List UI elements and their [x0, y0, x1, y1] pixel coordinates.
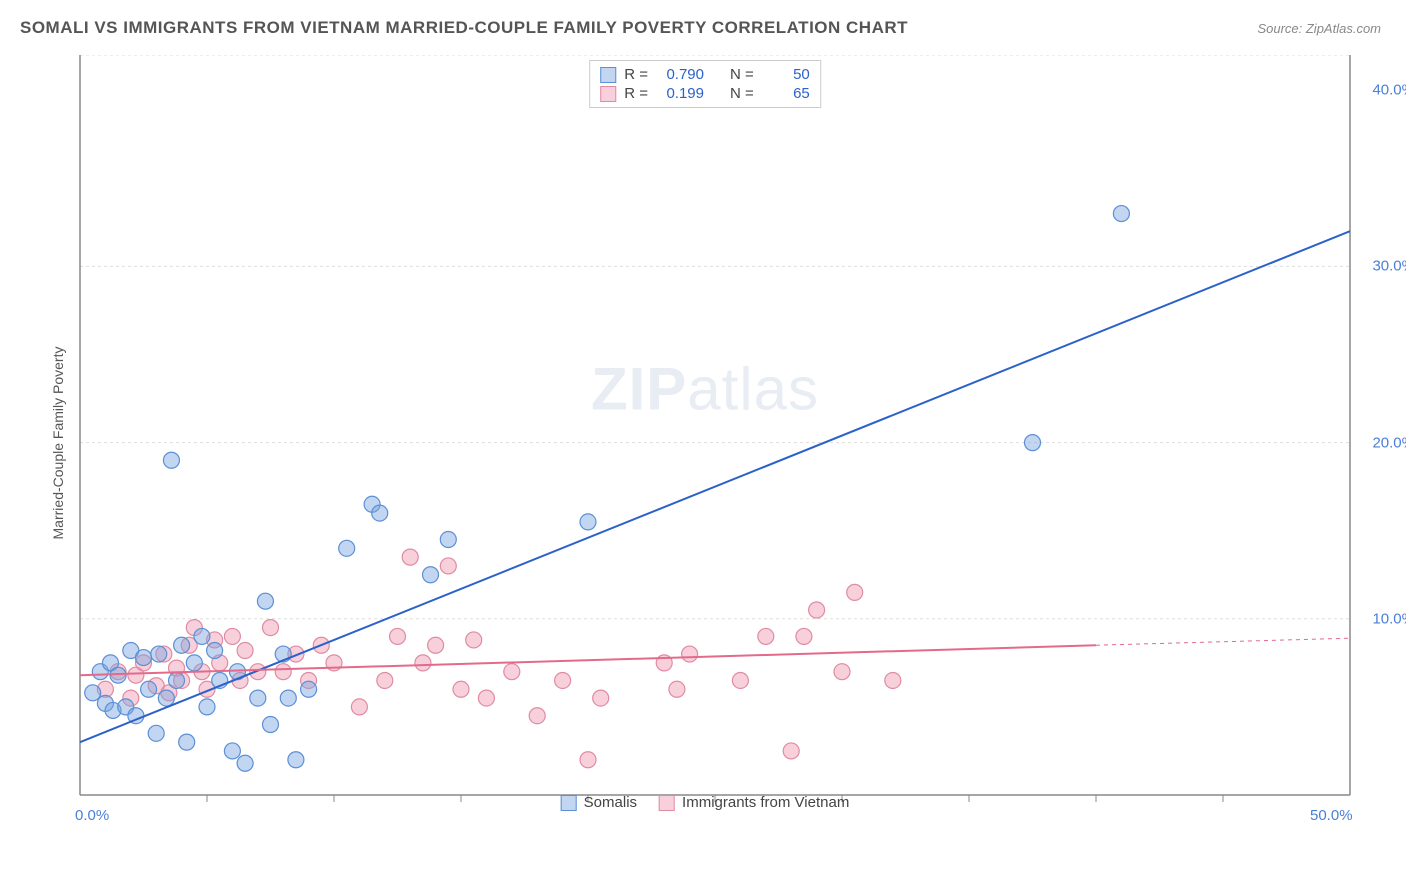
n-value-vietnam: 65 [762, 85, 810, 102]
n-value-somalis: 50 [762, 66, 810, 83]
stats-row-somalis: R = 0.790 N = 50 [600, 65, 810, 84]
header: SOMALI VS IMMIGRANTS FROM VIETNAM MARRIE… [0, 0, 1406, 48]
y-tick-label: 10.0% [1372, 610, 1406, 627]
legend-swatch-somalis [561, 795, 577, 811]
swatch-vietnam [600, 86, 616, 102]
source-label: Source: ZipAtlas.com [1257, 21, 1381, 36]
bottom-legend: Somalis Immigrants from Vietnam [561, 794, 850, 811]
legend-label-vietnam: Immigrants from Vietnam [682, 794, 849, 811]
n-label: N = [730, 66, 754, 83]
x-tick-label: 0.0% [75, 807, 109, 824]
stats-box: R = 0.790 N = 50 R = 0.199 N = 65 [589, 60, 821, 108]
y-tick-label: 20.0% [1372, 434, 1406, 451]
r-label: R = [624, 85, 648, 102]
legend-item-somalis: Somalis [561, 794, 637, 811]
legend-item-vietnam: Immigrants from Vietnam [659, 794, 849, 811]
legend-swatch-vietnam [659, 795, 675, 811]
scatter-chart [50, 55, 1360, 815]
y-tick-label: 40.0% [1372, 82, 1406, 99]
y-tick-label: 30.0% [1372, 258, 1406, 275]
swatch-somalis [600, 67, 616, 83]
n-label: N = [730, 85, 754, 102]
x-tick-label: 50.0% [1310, 807, 1353, 824]
chart-title: SOMALI VS IMMIGRANTS FROM VIETNAM MARRIE… [20, 18, 908, 38]
chart-container: Married-Couple Family Poverty ZIPatlas R… [50, 55, 1360, 815]
legend-label-somalis: Somalis [584, 794, 637, 811]
stats-row-vietnam: R = 0.199 N = 65 [600, 84, 810, 103]
r-value-vietnam: 0.199 [656, 85, 704, 102]
r-label: R = [624, 66, 648, 83]
r-value-somalis: 0.790 [656, 66, 704, 83]
